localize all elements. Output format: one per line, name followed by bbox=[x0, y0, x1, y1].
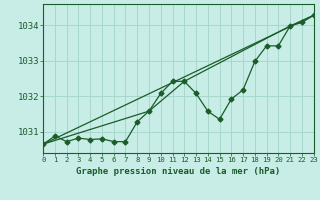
X-axis label: Graphe pression niveau de la mer (hPa): Graphe pression niveau de la mer (hPa) bbox=[76, 167, 281, 176]
